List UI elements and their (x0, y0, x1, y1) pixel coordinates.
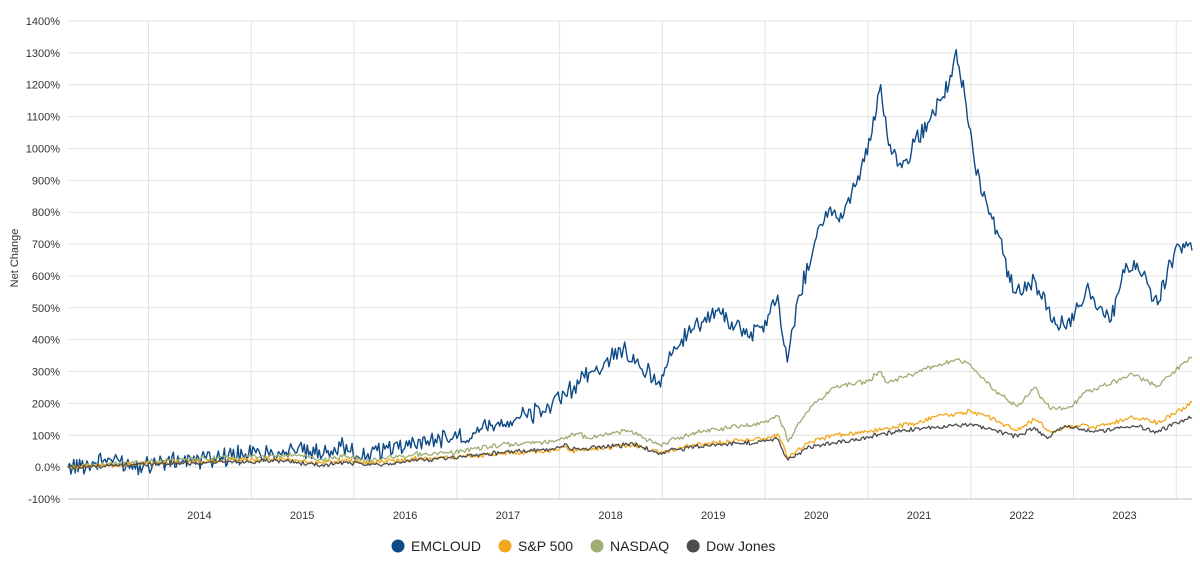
grid (68, 20, 1192, 500)
y-tick-label: 1300% (26, 48, 60, 60)
y-tick-label: 400% (32, 335, 60, 347)
legend: EMCLOUD S&P 500 NASDAQ Dow Jones (391, 538, 776, 554)
y-tick-label: 1000% (26, 143, 60, 155)
y-tick-label: 1200% (26, 80, 60, 92)
legend-label: S&P 500 (518, 538, 573, 554)
y-tick-label: 200% (32, 398, 60, 410)
x-tick-label: 2023 (1112, 510, 1136, 522)
legend-label: EMCLOUD (411, 538, 481, 554)
y-tick-label: 100% (32, 430, 60, 442)
series-line-dow-jones (67, 415, 1193, 470)
y-tick-label: 800% (32, 207, 60, 219)
legend-swatch (498, 539, 512, 553)
y-tick-label: 600% (32, 271, 60, 283)
y-tick-label: 300% (32, 367, 60, 379)
legend-item-emcloud[interactable]: EMCLOUD (391, 538, 482, 554)
series-line-nasdaq (67, 356, 1193, 470)
x-tick-label: 2021 (907, 510, 931, 522)
y-tick-label: -100% (28, 494, 60, 506)
series-line-s-p-500 (67, 401, 1193, 470)
legend-label: NASDAQ (610, 538, 669, 554)
x-tick-label: 2017 (496, 510, 520, 522)
series-line-emcloud (67, 49, 1193, 476)
axes: Net Change 1400% 1300% 1200% 1100% 1000% 900%… (9, 16, 1192, 522)
x-tick-label: 2018 (598, 510, 622, 522)
legend-swatch (686, 539, 700, 553)
y-tick-label: 1100% (27, 112, 61, 124)
y-axis-title: Net Change (9, 229, 21, 288)
x-tick-label: 2022 (1009, 510, 1033, 522)
x-tick-label: 2014 (187, 510, 211, 522)
y-tick-label: 0.0% (35, 462, 60, 474)
legend-item-nasdaq[interactable]: NASDAQ (590, 538, 670, 554)
x-tick-label: 2016 (393, 510, 417, 522)
series-lines (67, 49, 1193, 476)
legend-swatch (391, 539, 405, 553)
x-tick-label: 2019 (701, 510, 725, 522)
x-tick-label: 2020 (804, 510, 828, 522)
y-tick-label: 500% (32, 303, 60, 315)
legend-swatch (590, 539, 604, 553)
legend-label: Dow Jones (706, 538, 775, 554)
legend-item-s-p-500[interactable]: S&P 500 (498, 538, 574, 554)
y-tick-label: 1400% (26, 16, 60, 28)
legend-item-dow-jones[interactable]: Dow Jones (686, 538, 776, 554)
x-tick-label: 2015 (290, 510, 314, 522)
y-tick-label: 700% (32, 239, 60, 251)
y-tick-label: 900% (32, 175, 60, 187)
